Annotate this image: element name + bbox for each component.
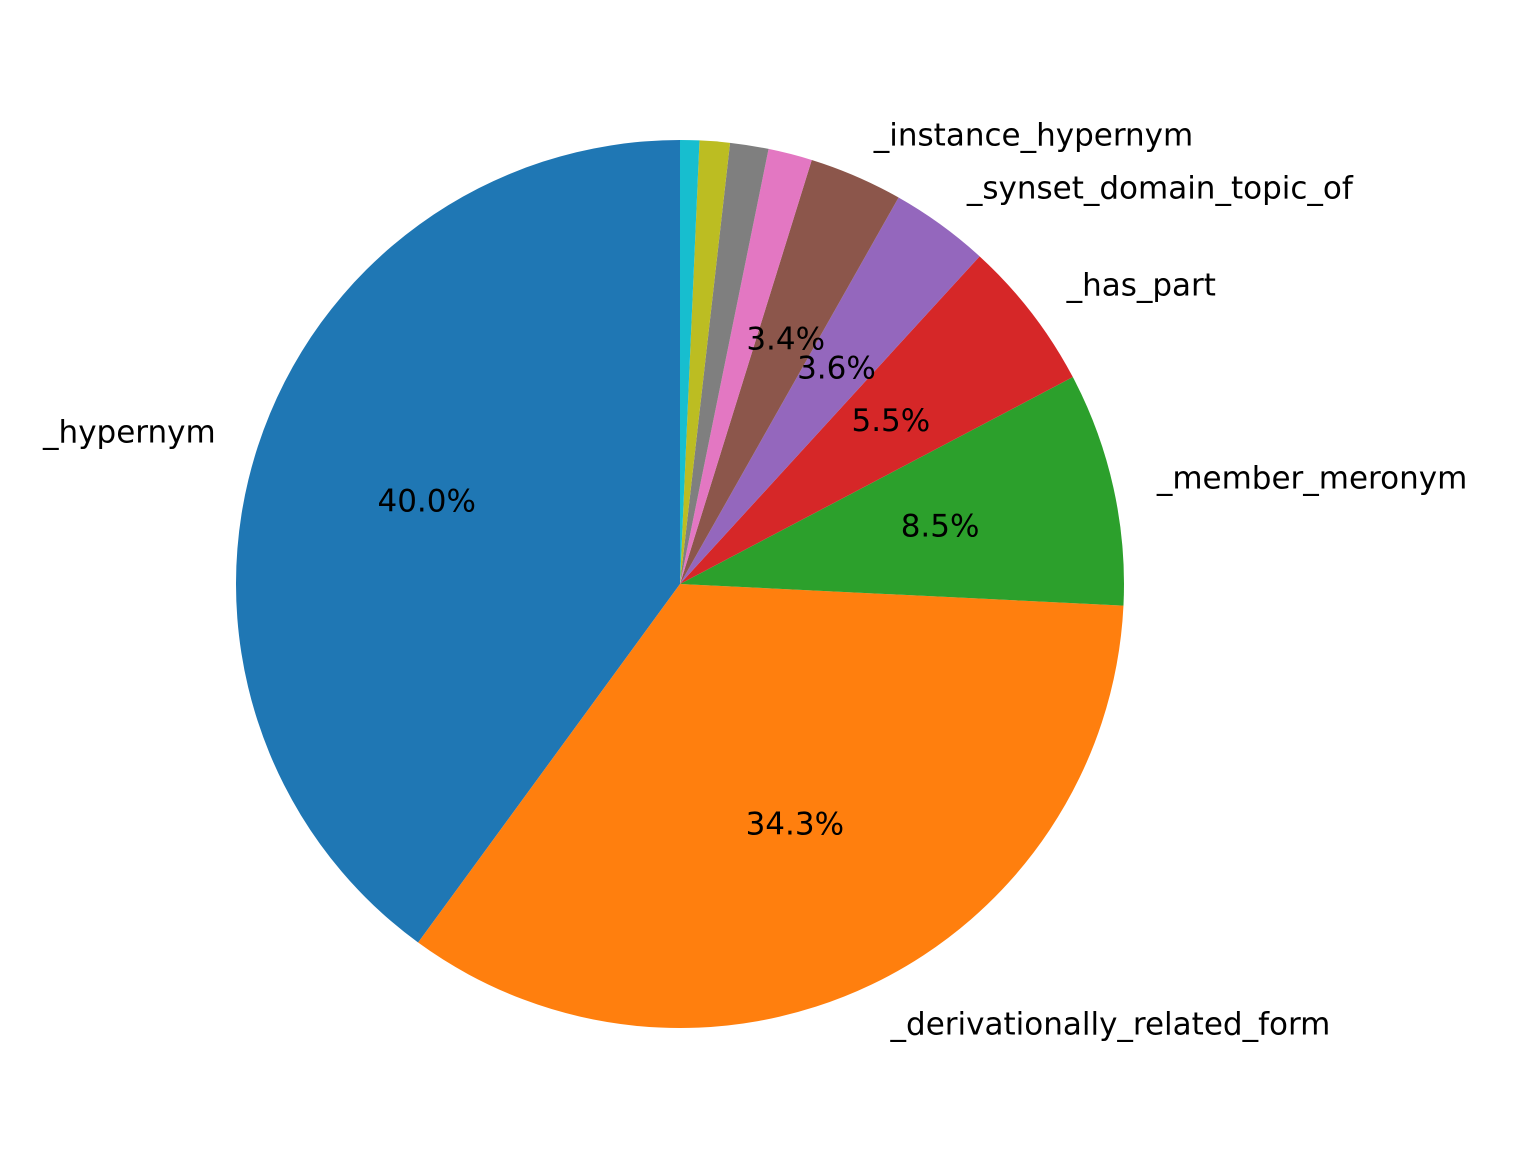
slice-label-instance-hypernym: _instance_hypernym (873, 118, 1193, 154)
pie-slice-member-meronym (680, 377, 1124, 606)
pie-slice-hypernym (235, 140, 680, 943)
slice-label-synset-domain-topic-of: _synset_domain_topic_of (966, 171, 1354, 207)
pct-label-instance-hypernym: 3.4% (746, 321, 825, 357)
pct-label-synset-domain-topic-of: 3.6% (797, 350, 876, 386)
pct-label-has-part: 5.5% (851, 403, 930, 439)
slice-label-has-part: _has_part (1066, 268, 1216, 304)
pie-slice-derivationally-related-form (418, 584, 1124, 1029)
pie-slice-instance-hypernym (680, 160, 899, 584)
slice-label-member-meronym: _member_meronym (1156, 460, 1467, 496)
pct-label-member-meronym: 8.5% (901, 508, 980, 544)
pie-slice-synset-domain-topic-of (680, 197, 980, 584)
pie-slice-slice-7 (680, 142, 769, 584)
pct-label-derivationally-related-form: 34.3% (746, 806, 844, 842)
pie-slices (235, 140, 1124, 1029)
pie-slice-slice-9 (680, 140, 700, 584)
slice-label-derivationally-related-form: _derivationally_related_form (890, 1007, 1331, 1043)
pie-labels: _hypernym 40.0% _derivationally_related_fo… (42, 118, 1467, 1043)
pct-label-hypernym: 40.0% (377, 483, 475, 519)
pie-slice-slice-8 (680, 140, 731, 584)
pie-slice-has-part (680, 256, 1073, 584)
slice-label-hypernym: _hypernym (42, 414, 216, 450)
pie-slice-slice-6 (680, 148, 812, 584)
